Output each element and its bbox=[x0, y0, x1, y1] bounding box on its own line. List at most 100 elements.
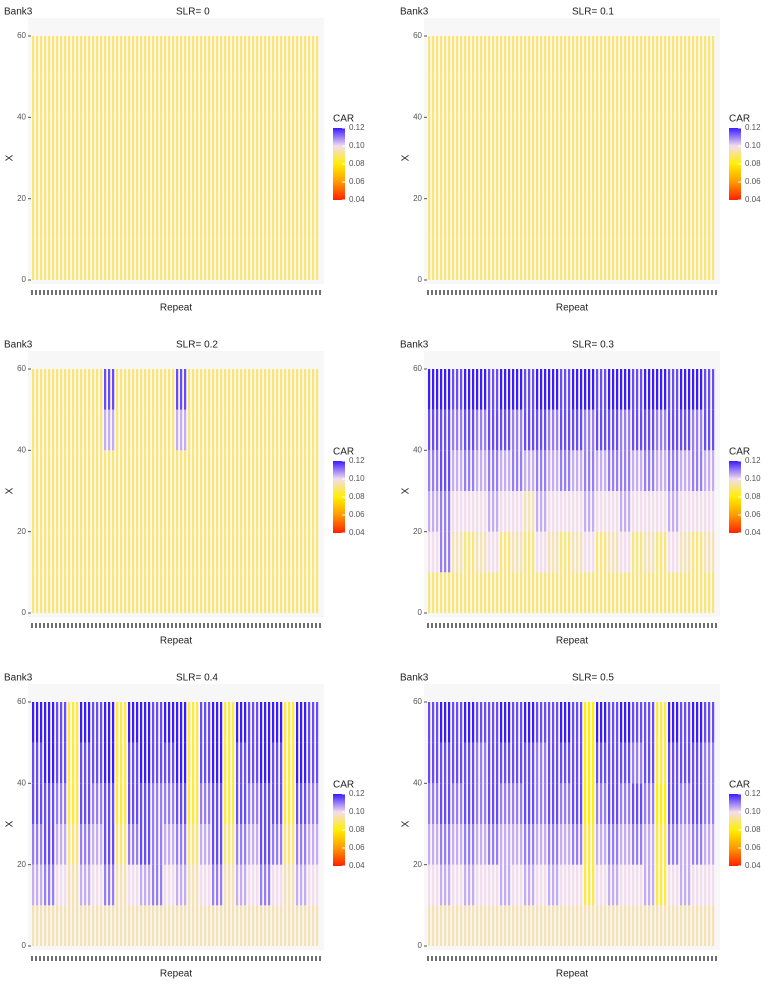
heat-cell bbox=[704, 76, 707, 118]
heat-cell bbox=[252, 864, 255, 906]
colorbar-label: 0.10 bbox=[745, 474, 761, 483]
heat-cell bbox=[456, 531, 459, 573]
heat-cell bbox=[136, 450, 139, 491]
heat-cell bbox=[120, 158, 123, 199]
heat-cell bbox=[72, 824, 75, 865]
heat-cell bbox=[504, 824, 507, 865]
heat-cell bbox=[148, 531, 151, 573]
heat-cell bbox=[208, 742, 211, 784]
heat-cell bbox=[620, 531, 623, 573]
heat-cell bbox=[216, 702, 219, 743]
heat-cell bbox=[512, 117, 515, 158]
heat-cell bbox=[708, 36, 711, 77]
heat-cell bbox=[132, 702, 135, 743]
heat-cell bbox=[172, 117, 175, 158]
heat-cell bbox=[456, 158, 459, 199]
heat-cell bbox=[92, 239, 95, 280]
heat-cell bbox=[640, 369, 643, 410]
heat-cell bbox=[316, 742, 319, 784]
heat-cell bbox=[68, 369, 71, 410]
heat-cell bbox=[260, 864, 263, 906]
heat-cell bbox=[168, 905, 171, 946]
heat-cell bbox=[596, 158, 599, 199]
heat-cell bbox=[556, 864, 559, 906]
heat-cell bbox=[440, 905, 443, 946]
heat-cell bbox=[88, 36, 91, 77]
heat-cell bbox=[124, 369, 127, 410]
heat-cell bbox=[176, 450, 179, 491]
heat-cell bbox=[624, 491, 627, 532]
heat-cell bbox=[104, 864, 107, 906]
heat-cell bbox=[140, 572, 143, 613]
heat-cell bbox=[440, 783, 443, 824]
heat-cell bbox=[560, 409, 563, 451]
heat-cell bbox=[108, 572, 111, 613]
heat-cell bbox=[260, 824, 263, 865]
colorbar-label: 0.08 bbox=[745, 492, 761, 501]
heat-cell bbox=[548, 572, 551, 613]
heat-cell bbox=[476, 702, 479, 743]
heat-cell bbox=[44, 369, 47, 410]
heat-cell bbox=[68, 824, 71, 865]
heat-cell bbox=[248, 369, 251, 410]
heat-cell bbox=[472, 198, 475, 240]
heat-cell bbox=[628, 450, 631, 491]
heat-cell bbox=[100, 369, 103, 410]
heat-cell bbox=[472, 158, 475, 199]
heat-cell bbox=[504, 572, 507, 613]
heat-cell bbox=[304, 864, 307, 906]
heat-cell bbox=[240, 450, 243, 491]
heat-cell bbox=[604, 36, 607, 77]
heat-cell bbox=[476, 409, 479, 451]
heat-cell bbox=[612, 702, 615, 743]
heat-cell bbox=[116, 491, 119, 532]
heat-cell bbox=[560, 742, 563, 784]
heat-cell bbox=[592, 158, 595, 199]
heat-cell bbox=[448, 824, 451, 865]
heat-cell bbox=[628, 117, 631, 158]
heat-cell bbox=[300, 742, 303, 784]
heat-cell bbox=[256, 491, 259, 532]
heat-cell bbox=[272, 198, 275, 240]
heat-cell bbox=[68, 864, 71, 906]
heat-cell bbox=[656, 198, 659, 240]
heat-cell bbox=[296, 864, 299, 906]
heat-cell bbox=[144, 36, 147, 77]
heat-cell bbox=[312, 369, 315, 410]
heat-cell bbox=[136, 783, 139, 824]
heat-cell bbox=[84, 824, 87, 865]
heat-cell bbox=[172, 572, 175, 613]
heat-cell bbox=[140, 158, 143, 199]
heat-cell bbox=[624, 239, 627, 280]
heat-cell bbox=[712, 239, 715, 280]
heat-cell bbox=[624, 158, 627, 199]
heat-cell bbox=[220, 409, 223, 451]
heat-cell bbox=[44, 450, 47, 491]
heat-cell bbox=[628, 36, 631, 77]
heat-cell bbox=[312, 409, 315, 451]
heat-cell bbox=[452, 905, 455, 946]
heat-cell bbox=[216, 76, 219, 118]
heat-cell bbox=[476, 198, 479, 240]
heat-cell bbox=[60, 905, 63, 946]
heat-cell bbox=[476, 491, 479, 532]
heat-cell bbox=[596, 531, 599, 573]
heat-cell bbox=[472, 76, 475, 118]
heat-cell bbox=[676, 76, 679, 118]
heat-cell bbox=[204, 824, 207, 865]
heat-cell bbox=[668, 864, 671, 906]
heat-cell bbox=[680, 76, 683, 118]
heat-cell bbox=[708, 572, 711, 613]
heat-cell bbox=[300, 864, 303, 906]
heat-cell bbox=[588, 450, 591, 491]
heat-cell bbox=[164, 905, 167, 946]
heat-cell bbox=[440, 158, 443, 199]
heat-cell bbox=[216, 239, 219, 280]
heat-cell bbox=[40, 158, 43, 199]
heat-cell bbox=[444, 198, 447, 240]
heat-cell bbox=[600, 702, 603, 743]
heat-cell bbox=[156, 531, 159, 573]
heat-cell bbox=[668, 198, 671, 240]
heat-cell bbox=[136, 76, 139, 118]
